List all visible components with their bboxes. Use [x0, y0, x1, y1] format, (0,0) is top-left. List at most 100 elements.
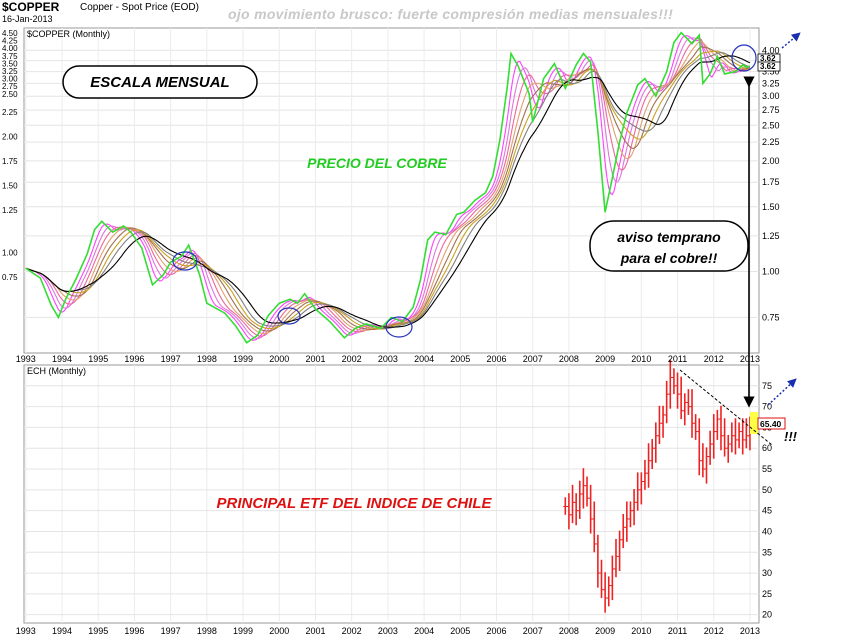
top-x-tick: 2004: [414, 354, 434, 364]
bottom-right-tick: 30: [762, 568, 772, 578]
ech-last-value-label: 65.40: [750, 412, 786, 434]
circle-2003: [385, 316, 413, 338]
top-right-tick: 2.25: [762, 137, 780, 147]
top-left-tick: 4.25: [2, 37, 18, 46]
top-x-tick: 2001: [305, 354, 325, 364]
bottom-x-tick: 2001: [305, 626, 325, 636]
ticker-description: Copper - Spot Price (EOD): [80, 2, 199, 13]
bottom-x-tick: 2002: [342, 626, 362, 636]
copper-price-line: [25, 31, 751, 344]
top-x-tick: 2006: [486, 354, 506, 364]
top-left-tick: 3.00: [2, 75, 18, 84]
top-x-tick: 1994: [52, 354, 72, 364]
bottom-x-tick: 1999: [233, 626, 253, 636]
bottom-x-tick: 2005: [450, 626, 470, 636]
circle-2012: [731, 44, 757, 72]
copper-breakout-arrow: [781, 32, 801, 49]
bottom-x-tick: 2011: [668, 626, 687, 636]
top-right-tick: 3.25: [762, 78, 780, 88]
bottom-right-tick: 60: [762, 443, 772, 453]
ech-trendline: [679, 369, 773, 446]
top-x-tick: 2009: [595, 354, 615, 364]
svg-text:65.40: 65.40: [760, 419, 782, 429]
principal-label: PRINCIPAL ETF DEL INDICE DE CHILE: [216, 495, 492, 512]
bottom-x-tick: 2003: [378, 626, 398, 636]
top-x-tick: 2010: [631, 354, 651, 364]
exclaim-label: !!!: [784, 429, 798, 444]
top-left-tick: 3.25: [2, 67, 18, 76]
bottom-right-tick: 50: [762, 485, 772, 495]
bottom-x-tick: 2004: [414, 626, 434, 636]
top-left-tick: 2.25: [2, 108, 18, 117]
bottom-right-tick: 70: [762, 402, 772, 412]
top-left-tick: 0.75: [2, 273, 18, 282]
top-left-tick: 1.50: [2, 182, 18, 191]
aviso-line-2: para el cobre!!: [620, 250, 718, 266]
top-left-tick: 1.75: [2, 157, 18, 166]
chart-date: 16-Jan-2013: [2, 14, 53, 24]
top-right-tick: 2.75: [762, 105, 780, 115]
top-panel-frame: [23, 27, 760, 354]
ech-breakout-arrow: [767, 378, 797, 406]
top-x-tick: 1996: [124, 354, 144, 364]
top-left-tick: 2.75: [2, 82, 18, 91]
top-right-tick: 1.25: [762, 231, 780, 241]
circle-1997: [172, 251, 198, 271]
top-x-tick: 2005: [450, 354, 470, 364]
bottom-x-tick: 1994: [52, 626, 72, 636]
top-right-tick: 3.50: [762, 67, 780, 77]
top-right-tick: 2.50: [762, 120, 780, 130]
top-x-tick: 2000: [269, 354, 289, 364]
svg-text:3.62: 3.62: [760, 54, 776, 63]
bottom-panel-frame: [23, 364, 760, 624]
ech-bars: [563, 360, 752, 613]
bottom-right-tick: 45: [762, 506, 772, 516]
top-x-tick: 2008: [559, 354, 579, 364]
copper-last-value-label: 3.62 3.62: [757, 53, 781, 72]
bottom-right-axis: 757065605550454035302520: [762, 381, 772, 620]
top-left-tick: 2.00: [2, 133, 18, 142]
moving-average-line: [25, 55, 751, 328]
top-left-tick: 2.50: [2, 90, 18, 99]
precio-label: PRECIO DEL COBRE: [307, 155, 447, 171]
top-x-tick: 2007: [523, 354, 543, 364]
top-left-axis: 4.504.254.003.753.503.253.002.752.50 2.25…: [2, 29, 18, 282]
escala-label: ESCALA MENSUAL: [90, 74, 229, 91]
top-left-tick: 1.25: [2, 206, 18, 215]
bottom-x-tick: 2000: [269, 626, 289, 636]
bottom-x-tick: 2006: [486, 626, 506, 636]
bottom-right-tick: 55: [762, 464, 772, 474]
top-left-tick: 3.50: [2, 59, 18, 68]
bottom-right-tick: 40: [762, 526, 772, 536]
bottom-x-tick: 1998: [197, 626, 217, 636]
moving-average-line: [25, 40, 751, 335]
top-right-tick: 1.50: [762, 202, 780, 212]
escala-badge: [62, 65, 258, 99]
top-x-tick: 2011: [668, 354, 687, 364]
top-right-tick: 3.00: [762, 91, 780, 101]
svg-text:3.62: 3.62: [760, 62, 776, 71]
aviso-line-1: aviso temprano: [617, 229, 721, 245]
bottom-x-tick: 2012: [704, 626, 724, 636]
top-x-tick: 2012: [704, 354, 724, 364]
bottom-right-tick: 25: [762, 589, 772, 599]
bottom-right-tick: 20: [762, 610, 772, 620]
top-left-tick: 3.75: [2, 52, 18, 61]
top-right-tick: 1.00: [762, 266, 780, 276]
top-right-tick: 0.75: [762, 312, 780, 322]
top-x-tick: 2013: [740, 354, 760, 364]
top-left-tick: 1.00: [2, 249, 18, 258]
bottom-x-tick: 1995: [88, 626, 108, 636]
bottom-x-tick: 2007: [523, 626, 543, 636]
bottom-right-tick: 75: [762, 381, 772, 391]
top-x-axis: 1993 1994 1995 1996 1997 1998 1999 2000 2001 2002…: [16, 354, 760, 364]
bottom-x-tick: 1997: [161, 626, 181, 636]
top-x-tick: 2003: [378, 354, 398, 364]
bottom-x-tick: 2008: [559, 626, 579, 636]
circle-2000: [277, 307, 301, 325]
top-x-tick: 1998: [197, 354, 217, 364]
moving-averages: [25, 35, 751, 341]
warning-annotation: ojo movimiento brusco: fuerte compresión…: [228, 6, 674, 22]
moving-average-line: [25, 52, 751, 330]
